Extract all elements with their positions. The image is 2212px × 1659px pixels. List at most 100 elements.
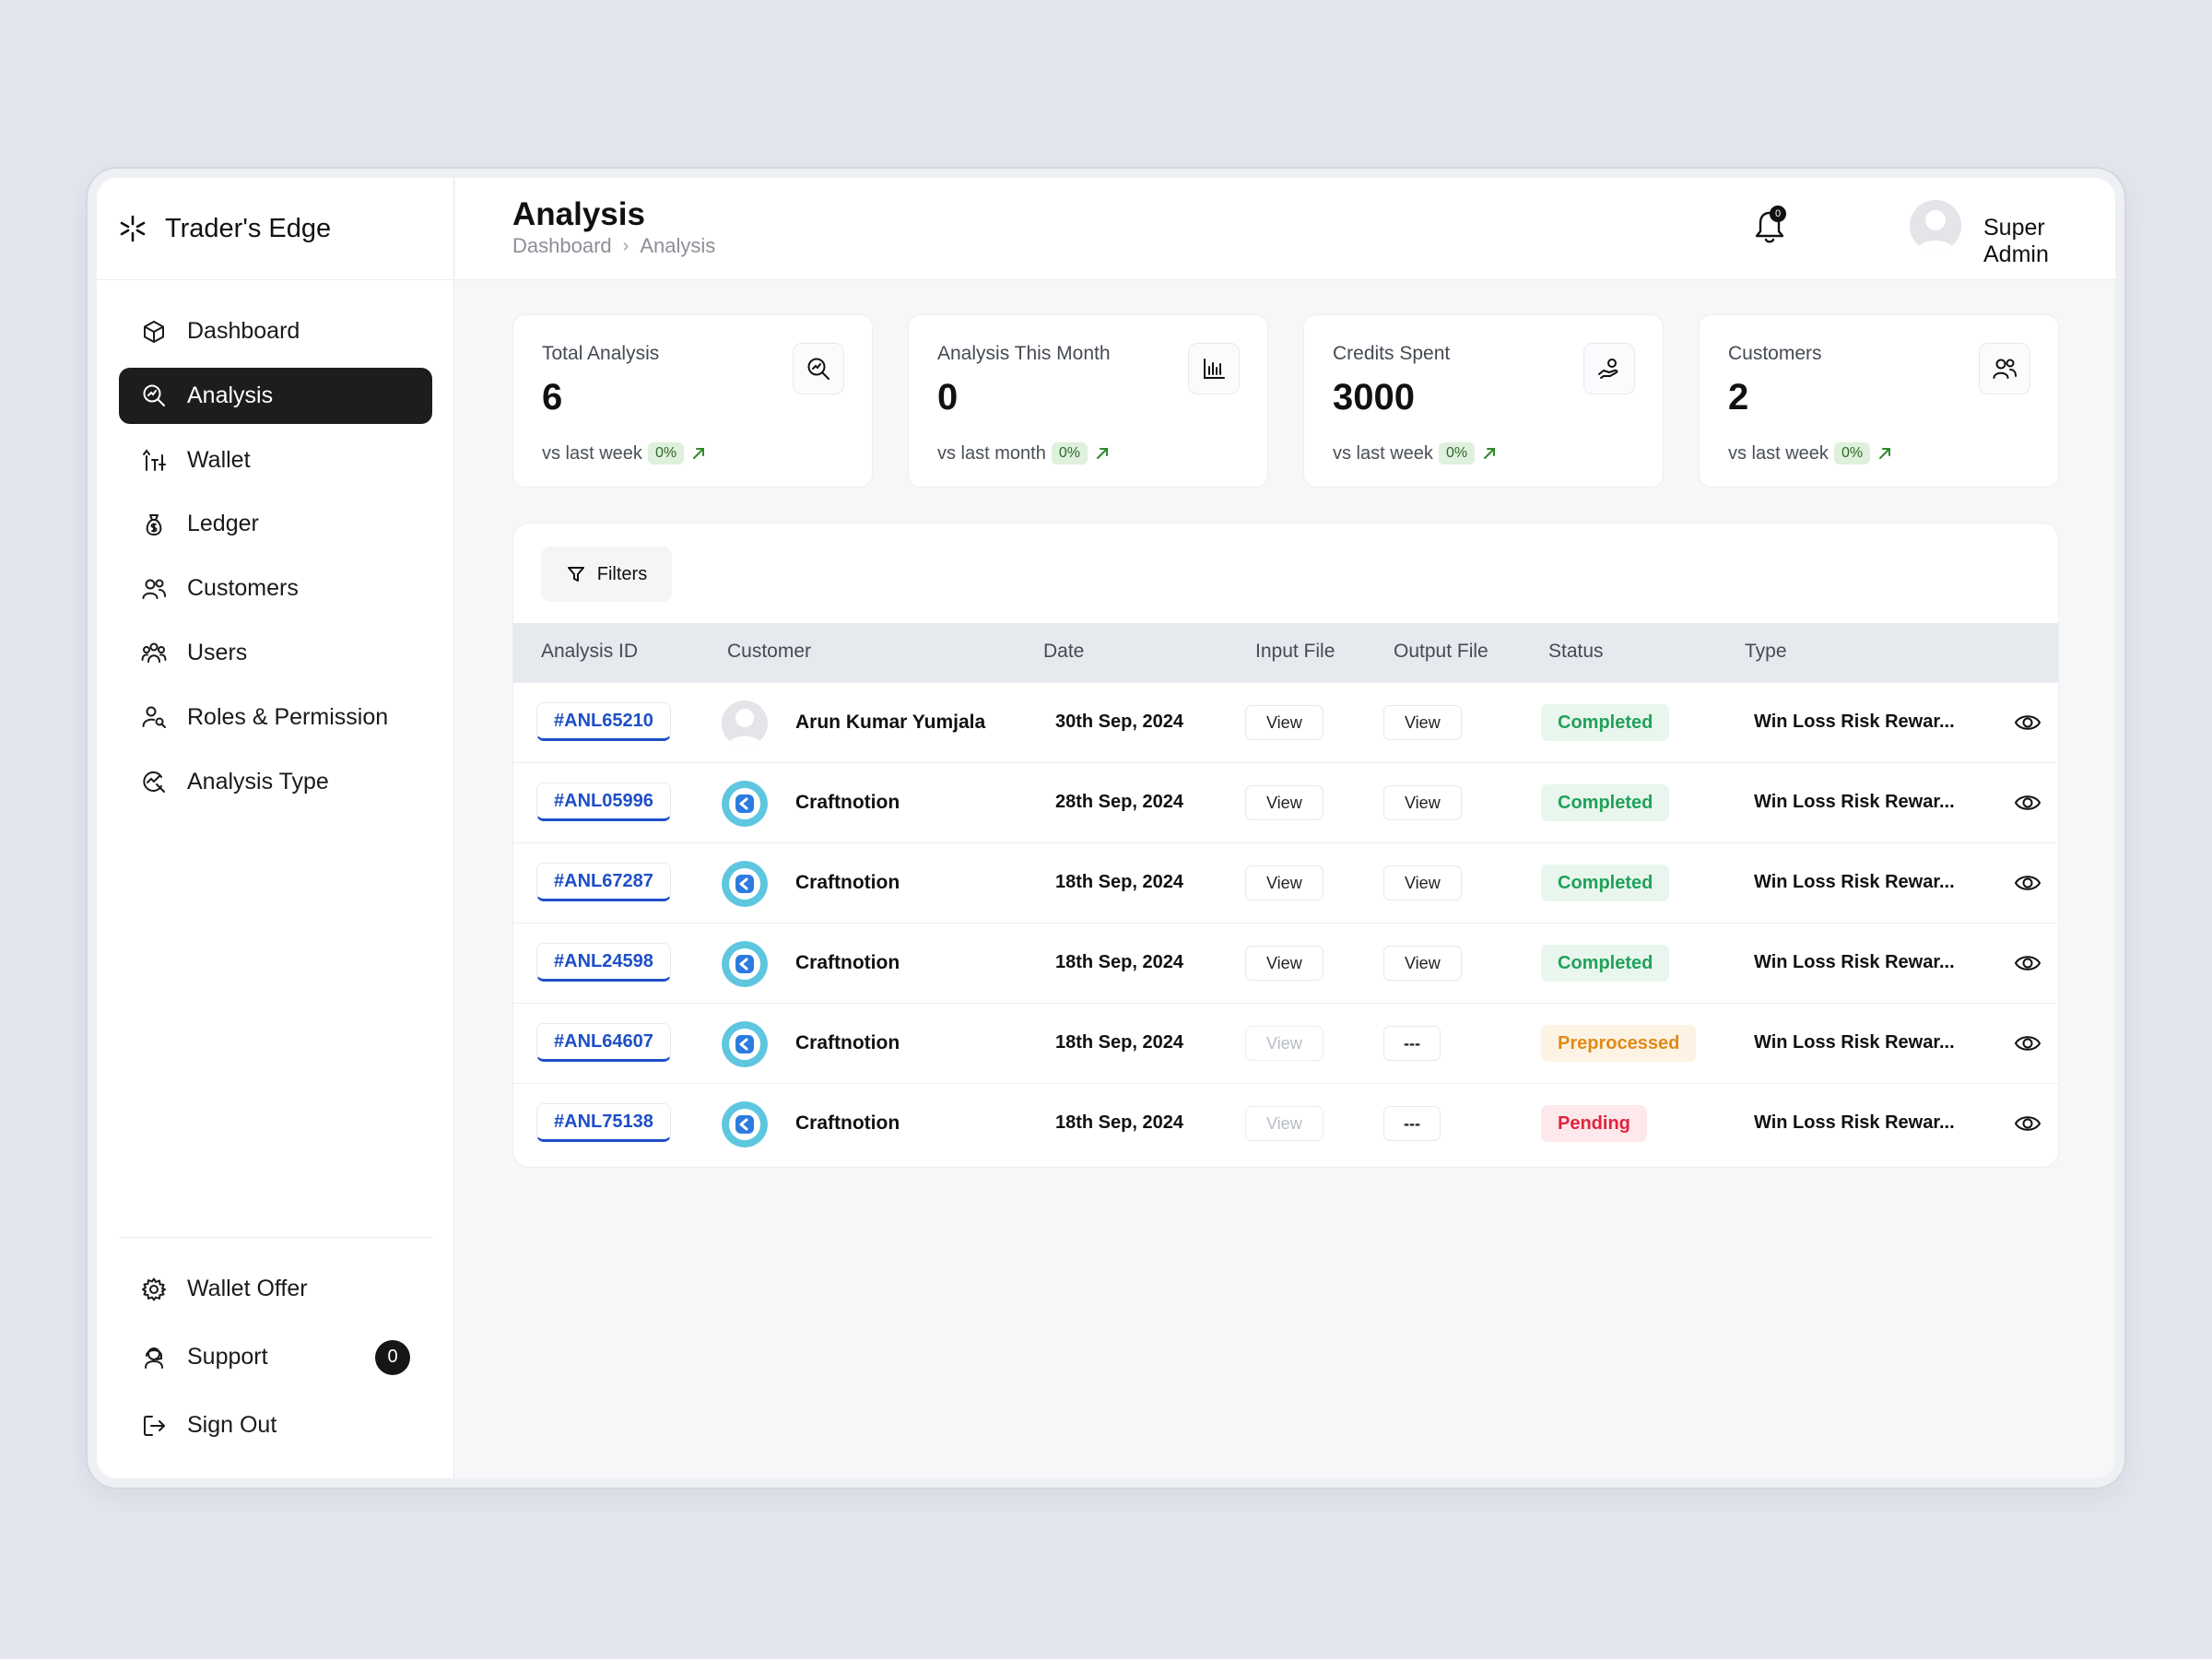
column-header-customer[interactable]: Customer [727, 641, 812, 662]
input-file-view-button[interactable]: View [1245, 785, 1324, 820]
output-file-view-button[interactable]: View [1383, 785, 1462, 820]
filters-label: Filters [596, 563, 648, 584]
stat-pct-badge: 0% [1051, 442, 1088, 465]
column-header-date[interactable]: Date [1043, 641, 1085, 662]
filters-button[interactable]: Filters [541, 547, 672, 602]
stat-comparison: vs last week 0% [542, 442, 706, 465]
status-badge: Preprocessed [1541, 1025, 1697, 1062]
status-badge: Completed [1541, 784, 1670, 821]
stat-card-credits-spent: Credits Spent 3000 vs last week 0% [1303, 314, 1664, 488]
customers-icon [142, 579, 166, 599]
output-file-view-button[interactable]: View [1383, 705, 1462, 740]
input-file-view-button[interactable]: View [1245, 865, 1324, 900]
table-row[interactable]: #ANL05996 Craftnotion 28th Sep, 2024 Vie… [513, 762, 2058, 842]
eye-icon[interactable] [2014, 1030, 2041, 1057]
table-row[interactable]: #ANL75138 Craftnotion 18th Sep, 2024 Vie… [513, 1083, 2058, 1163]
column-header-input-file[interactable]: Input File [1255, 641, 1335, 662]
magnifier-chart-icon [807, 358, 830, 380]
output-file-view-button[interactable]: View [1383, 865, 1462, 900]
support-icon [145, 1347, 163, 1369]
sidebar-item-support[interactable]: Support 0 [119, 1329, 432, 1385]
arrow-up-right-icon [1879, 448, 1891, 459]
sidebar-item-analysis-type[interactable]: Analysis Type [119, 754, 432, 810]
table-row[interactable]: #ANL64607 Craftnotion 18th Sep, 2024 Vie… [513, 1003, 2058, 1083]
sidebar-item-analysis[interactable]: Analysis [119, 367, 432, 424]
output-file-empty: --- [1383, 1106, 1441, 1141]
breadcrumb-analysis: Analysis [640, 234, 716, 257]
sidebar-item-label: Ledger [187, 511, 259, 537]
eye-icon[interactable] [2014, 869, 2041, 897]
customer-avatar [722, 941, 768, 987]
status-badge: Completed [1541, 945, 1670, 982]
avatar[interactable] [1910, 200, 1961, 252]
eye-icon[interactable] [2014, 949, 2041, 977]
sidebar-item-customers[interactable]: Customers [119, 560, 432, 617]
output-file-view-button[interactable]: View [1383, 946, 1462, 981]
analysis-id-link[interactable]: #ANL65210 [536, 702, 671, 741]
stat-value: 2 [1728, 377, 1749, 418]
sidebar-item-label: Wallet [187, 446, 251, 473]
analysis-type-icon [143, 771, 165, 794]
craftnotion-logo-icon [722, 1101, 768, 1147]
sidebar-item-label: Analysis Type [187, 768, 329, 794]
customers-icon [1993, 359, 2017, 379]
stat-comparison: vs last week 0% [1333, 442, 1497, 465]
stat-value: 6 [542, 377, 563, 418]
table-row[interactable]: #ANL24598 Craftnotion 18th Sep, 2024 Vie… [513, 923, 2058, 1003]
customer-name: Craftnotion [795, 1032, 900, 1053]
app-window: Trader's Edge Dashboard Analysis [97, 178, 2115, 1478]
analysis-id-link[interactable]: #ANL05996 [536, 782, 671, 821]
analysis-id-link[interactable]: #ANL75138 [536, 1103, 671, 1142]
sidebar-item-ledger[interactable]: Ledger [119, 496, 432, 552]
column-header-output-file[interactable]: Output File [1394, 641, 1488, 662]
customer-name: Craftnotion [795, 1112, 900, 1134]
input-file-view-button[interactable]: View [1245, 946, 1324, 981]
eye-icon[interactable] [2014, 709, 2041, 736]
customer-avatar [722, 700, 768, 747]
gear-icon [142, 1277, 166, 1300]
customer-name: Arun Kumar Yumjala [795, 712, 986, 733]
eye-icon[interactable] [2014, 789, 2041, 817]
sidebar-item-roles-permission[interactable]: Roles & Permission [119, 689, 432, 746]
eye-icon[interactable] [2014, 1110, 2041, 1137]
table-row[interactable]: #ANL67287 Craftnotion 18th Sep, 2024 Vie… [513, 842, 2058, 923]
sidebar-item-wallet-offer[interactable]: Wallet Offer [119, 1261, 432, 1317]
breadcrumb-dashboard[interactable]: Dashboard [512, 234, 612, 257]
money-bag-icon [146, 513, 162, 535]
sidebar-item-label: Users [187, 639, 248, 665]
brand[interactable]: Trader's Edge [97, 178, 454, 280]
analysis-date: 18th Sep, 2024 [1055, 872, 1183, 892]
column-header-status[interactable]: Status [1548, 641, 1604, 662]
sidebar-item-wallet[interactable]: Wallet [119, 432, 432, 488]
analysis-date: 18th Sep, 2024 [1055, 1112, 1183, 1133]
sidebar-item-dashboard[interactable]: Dashboard [119, 303, 432, 359]
user-avatar-icon [1910, 200, 1961, 252]
input-file-view-button: View [1245, 1026, 1324, 1061]
stat-card-analysis-this-month: Analysis This Month 0 vs last month 0% [908, 314, 1268, 488]
stat-label: Credits Spent [1333, 343, 1451, 364]
search-analytics-icon [143, 384, 165, 407]
craftnotion-logo-icon [722, 861, 768, 907]
sidebar-item-sign-out[interactable]: Sign Out [119, 1397, 432, 1453]
analysis-table-card: Filters Analysis ID Customer Date Input … [512, 523, 2059, 1168]
analysis-id-link[interactable]: #ANL64607 [536, 1023, 671, 1062]
analysis-date: 28th Sep, 2024 [1055, 792, 1183, 812]
customer-avatar [722, 1101, 768, 1147]
input-file-view-button[interactable]: View [1245, 705, 1324, 740]
sidebar-item-label: Dashboard [187, 318, 300, 344]
bar-chart-icon [1204, 359, 1225, 379]
user-key-icon [142, 706, 166, 729]
column-header-analysis-id[interactable]: Analysis ID [541, 641, 639, 662]
analysis-id-link[interactable]: #ANL67287 [536, 863, 671, 901]
sidebar-item-users[interactable]: Users [119, 625, 432, 681]
analysis-type: Win Loss Risk Rewar... [1754, 1112, 1955, 1133]
stat-card-total-analysis: Total Analysis 6 vs last week 0% [512, 314, 873, 488]
sidebar-item-label: Wallet Offer [187, 1276, 308, 1301]
craftnotion-logo-icon [722, 1021, 768, 1067]
stat-pct-badge: 0% [1438, 442, 1476, 465]
user-name[interactable]: Super Admin [1983, 215, 2049, 267]
table-row[interactable]: #ANL65210 Arun Kumar Yumjala 30th Sep, 2… [513, 682, 2058, 762]
column-header-type[interactable]: Type [1745, 641, 1787, 662]
customer-name: Craftnotion [795, 952, 900, 973]
analysis-id-link[interactable]: #ANL24598 [536, 943, 671, 982]
